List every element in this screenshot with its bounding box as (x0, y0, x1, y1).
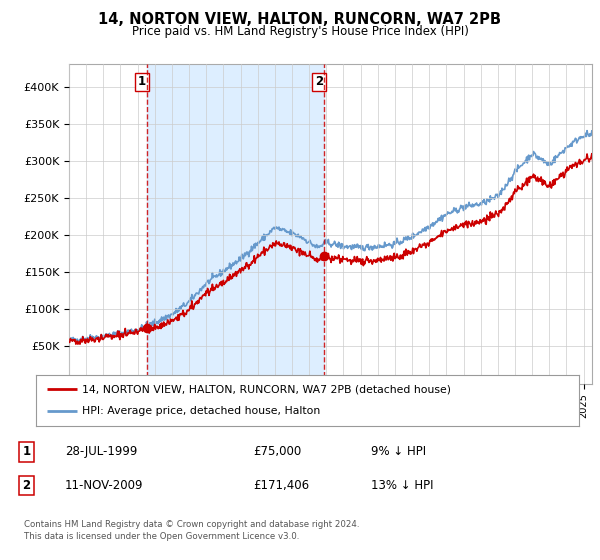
Text: 13% ↓ HPI: 13% ↓ HPI (371, 479, 433, 492)
Text: Price paid vs. HM Land Registry's House Price Index (HPI): Price paid vs. HM Land Registry's House … (131, 25, 469, 38)
Text: 14, NORTON VIEW, HALTON, RUNCORN, WA7 2PB (detached house): 14, NORTON VIEW, HALTON, RUNCORN, WA7 2P… (82, 384, 451, 394)
Text: 11-NOV-2009: 11-NOV-2009 (65, 479, 143, 492)
Text: Contains HM Land Registry data © Crown copyright and database right 2024.: Contains HM Land Registry data © Crown c… (24, 520, 359, 529)
Text: 2: 2 (315, 76, 323, 88)
Text: This data is licensed under the Open Government Licence v3.0.: This data is licensed under the Open Gov… (24, 532, 299, 541)
Text: 2: 2 (23, 479, 31, 492)
Text: £171,406: £171,406 (253, 479, 309, 492)
Text: 14, NORTON VIEW, HALTON, RUNCORN, WA7 2PB: 14, NORTON VIEW, HALTON, RUNCORN, WA7 2P… (98, 12, 502, 27)
Text: £75,000: £75,000 (253, 445, 301, 459)
Text: HPI: Average price, detached house, Halton: HPI: Average price, detached house, Halt… (82, 407, 320, 417)
Text: 1: 1 (138, 76, 146, 88)
Text: 9% ↓ HPI: 9% ↓ HPI (371, 445, 425, 459)
Bar (148, 64, 324, 384)
Text: 1: 1 (23, 445, 31, 459)
Text: 28-JUL-1999: 28-JUL-1999 (65, 445, 137, 459)
